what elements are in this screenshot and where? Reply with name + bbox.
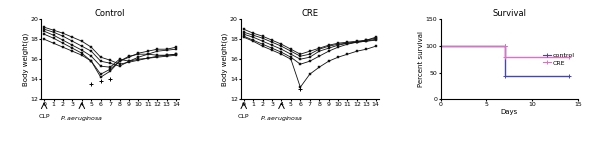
Y-axis label: Body weight(g): Body weight(g) [22, 33, 29, 86]
Y-axis label: Percent survival: Percent survival [418, 31, 424, 87]
Title: Survival: Survival [493, 9, 526, 18]
X-axis label: Days: Days [501, 109, 518, 115]
Legend: control, CRE: control, CRE [542, 52, 575, 66]
Title: CRE: CRE [301, 9, 318, 18]
Text: CLP: CLP [38, 114, 50, 119]
Text: $\it{P. aeruginosa}$: $\it{P. aeruginosa}$ [60, 114, 103, 123]
Text: $\it{P. aeruginosa}$: $\it{P. aeruginosa}$ [260, 114, 303, 123]
Text: CLP: CLP [238, 114, 250, 119]
Title: Control: Control [95, 9, 126, 18]
Y-axis label: Body weight(g): Body weight(g) [222, 33, 228, 86]
